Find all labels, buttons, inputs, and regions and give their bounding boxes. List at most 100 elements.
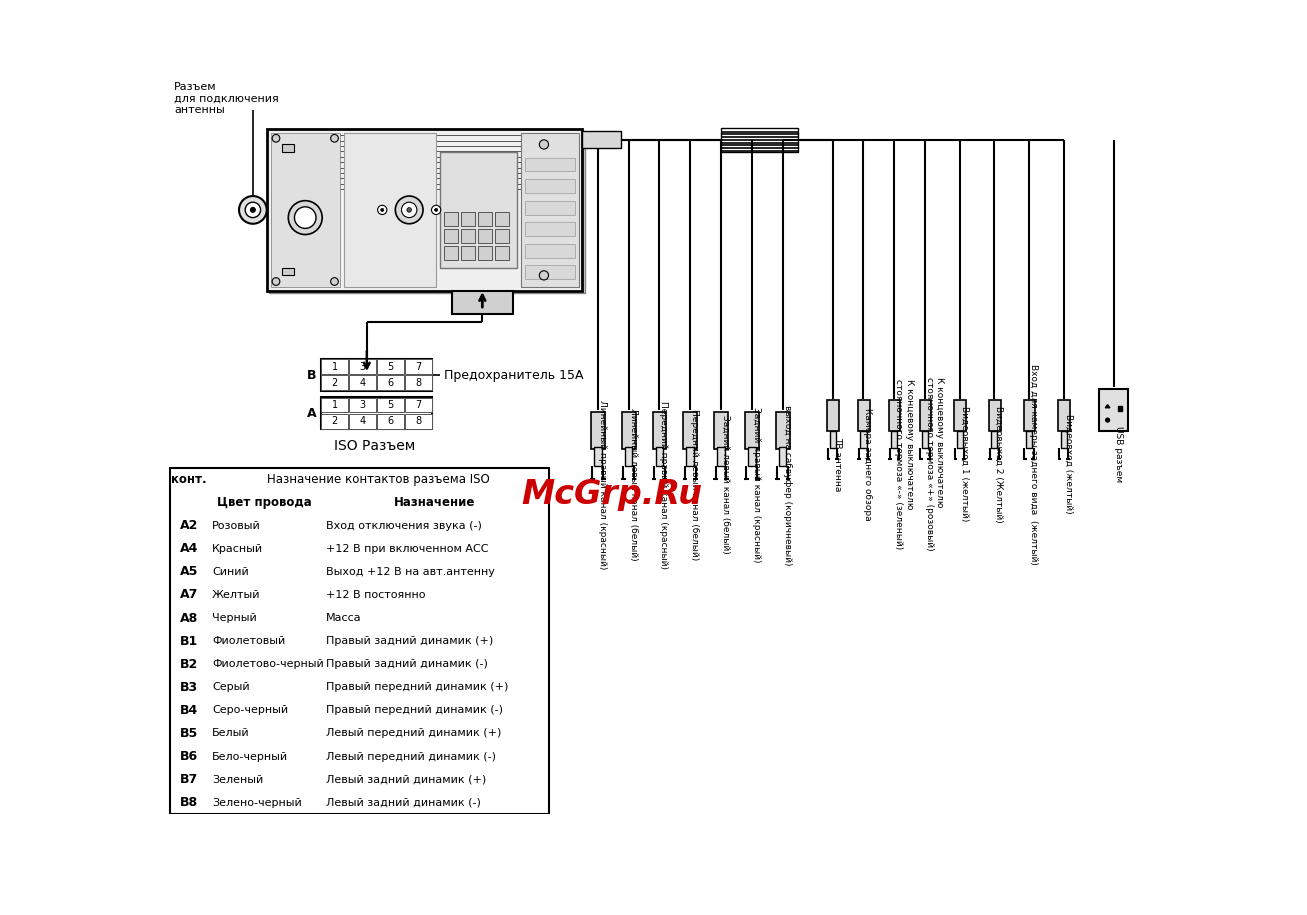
Circle shape [239,196,267,224]
Text: B6: B6 [180,750,199,763]
Text: 1: 1 [332,361,337,371]
Circle shape [246,202,260,218]
Text: Предохранитель 15А: Предохранитель 15А [444,369,583,382]
Bar [451,291,514,314]
Text: 4: 4 [359,416,366,426]
Text: Правый задний динамик (-): Правый задний динамик (-) [325,659,488,669]
Bar [524,222,575,236]
Bar [524,157,575,171]
Text: Серый: Серый [212,683,250,693]
Text: Назначение: Назначение [395,496,476,509]
Text: 5: 5 [387,361,393,371]
Circle shape [289,200,323,234]
Text: Камера заднего обзора: Камера заднего обзора [864,408,873,521]
Text: Серо-черный: Серо-черный [212,705,289,716]
Text: McGrp.Ru: McGrp.Ru [521,479,702,511]
Bar [378,360,404,374]
Bar [322,414,348,428]
Text: 1: 1 [332,400,337,410]
Text: Видеовыход 2 (Желтый): Видеовыход 2 (Желтый) [995,405,1004,522]
Bar [478,212,491,226]
Text: Назначение контактов разъема ISO: Назначение контактов разъема ISO [267,473,489,486]
Circle shape [380,209,384,211]
Text: Черный: Черный [212,613,256,623]
Bar [349,360,375,374]
Circle shape [331,135,339,142]
Bar [859,400,869,431]
Circle shape [401,202,417,218]
Text: 6: 6 [387,378,393,388]
Bar [405,360,431,374]
Text: 8: 8 [416,416,421,426]
Bar [591,412,605,448]
Text: B3: B3 [180,681,199,694]
Text: Розовый: Розовый [212,521,261,531]
Bar [440,152,518,268]
Text: +12 В постоянно: +12 В постоянно [325,590,426,600]
Bar [322,375,348,390]
Text: A7: A7 [180,588,199,601]
Bar [378,398,404,413]
Text: К концевому выключателю
стояночного тормоза «-» (зеленый): К концевому выключателю стояночного торм… [894,379,914,549]
Circle shape [331,277,339,285]
Text: USB разъем: USB разъем [1114,425,1123,482]
Bar [444,212,457,226]
Bar [1099,389,1128,431]
Bar [378,414,404,428]
Circle shape [540,140,549,149]
Text: 5: 5 [387,400,393,410]
Bar [521,133,579,287]
Text: Линейный левый канал (белый): Линейный левый канал (белый) [629,408,638,561]
Bar [593,447,601,467]
Bar [684,412,697,448]
Text: выход на сабвуфер (коричневый): выход на сабвуфер (коричневый) [783,404,792,565]
Text: 3: 3 [359,400,366,410]
Text: B4: B4 [180,704,199,716]
Bar [494,212,508,226]
Bar [524,179,575,193]
Bar [461,212,474,226]
Circle shape [406,208,412,212]
Text: Правый задний динамик (+): Правый задний динамик (+) [325,636,493,646]
Bar [461,229,474,243]
Bar [494,246,508,260]
Bar [991,431,997,447]
Bar [322,398,348,413]
Bar [954,400,966,431]
Text: ТВ антенна: ТВ антенна [833,436,842,491]
Text: B7: B7 [180,773,199,786]
Bar [349,414,375,428]
Bar [860,431,867,447]
Text: B1: B1 [180,635,199,648]
Bar [1026,431,1033,447]
Bar [405,398,431,413]
Bar [920,400,932,431]
Text: B5: B5 [180,727,199,740]
Bar [282,268,294,275]
Bar [1059,400,1070,431]
Bar [322,360,348,374]
Text: Задний правый канал (красный): Задний правый канал (красный) [752,407,761,563]
Polygon shape [1106,404,1110,408]
Bar [686,447,694,467]
Text: ISO Разъем: ISO Разъем [333,439,416,453]
Text: 2: 2 [332,378,337,388]
Text: B8: B8 [180,796,199,809]
Bar [524,243,575,258]
Text: Масса: Масса [325,613,362,623]
Bar [344,133,437,287]
Bar [405,375,431,390]
Text: Задний левый канал (белый): Задний левый канал (белый) [721,415,731,554]
Text: 6: 6 [387,416,393,426]
Bar [957,431,963,447]
Bar [271,133,340,287]
Circle shape [378,205,387,214]
Text: Вход отключения звука (-): Вход отключения звука (-) [325,521,482,531]
Bar [827,400,839,431]
Bar [891,431,898,447]
Text: A4: A4 [180,543,199,555]
Text: Правый передний динамик (+): Правый передний динамик (+) [325,683,508,693]
Bar [745,412,759,448]
Bar [524,200,575,214]
Text: Выход +12 В на авт.антенну: Выход +12 В на авт.антенну [325,566,495,576]
